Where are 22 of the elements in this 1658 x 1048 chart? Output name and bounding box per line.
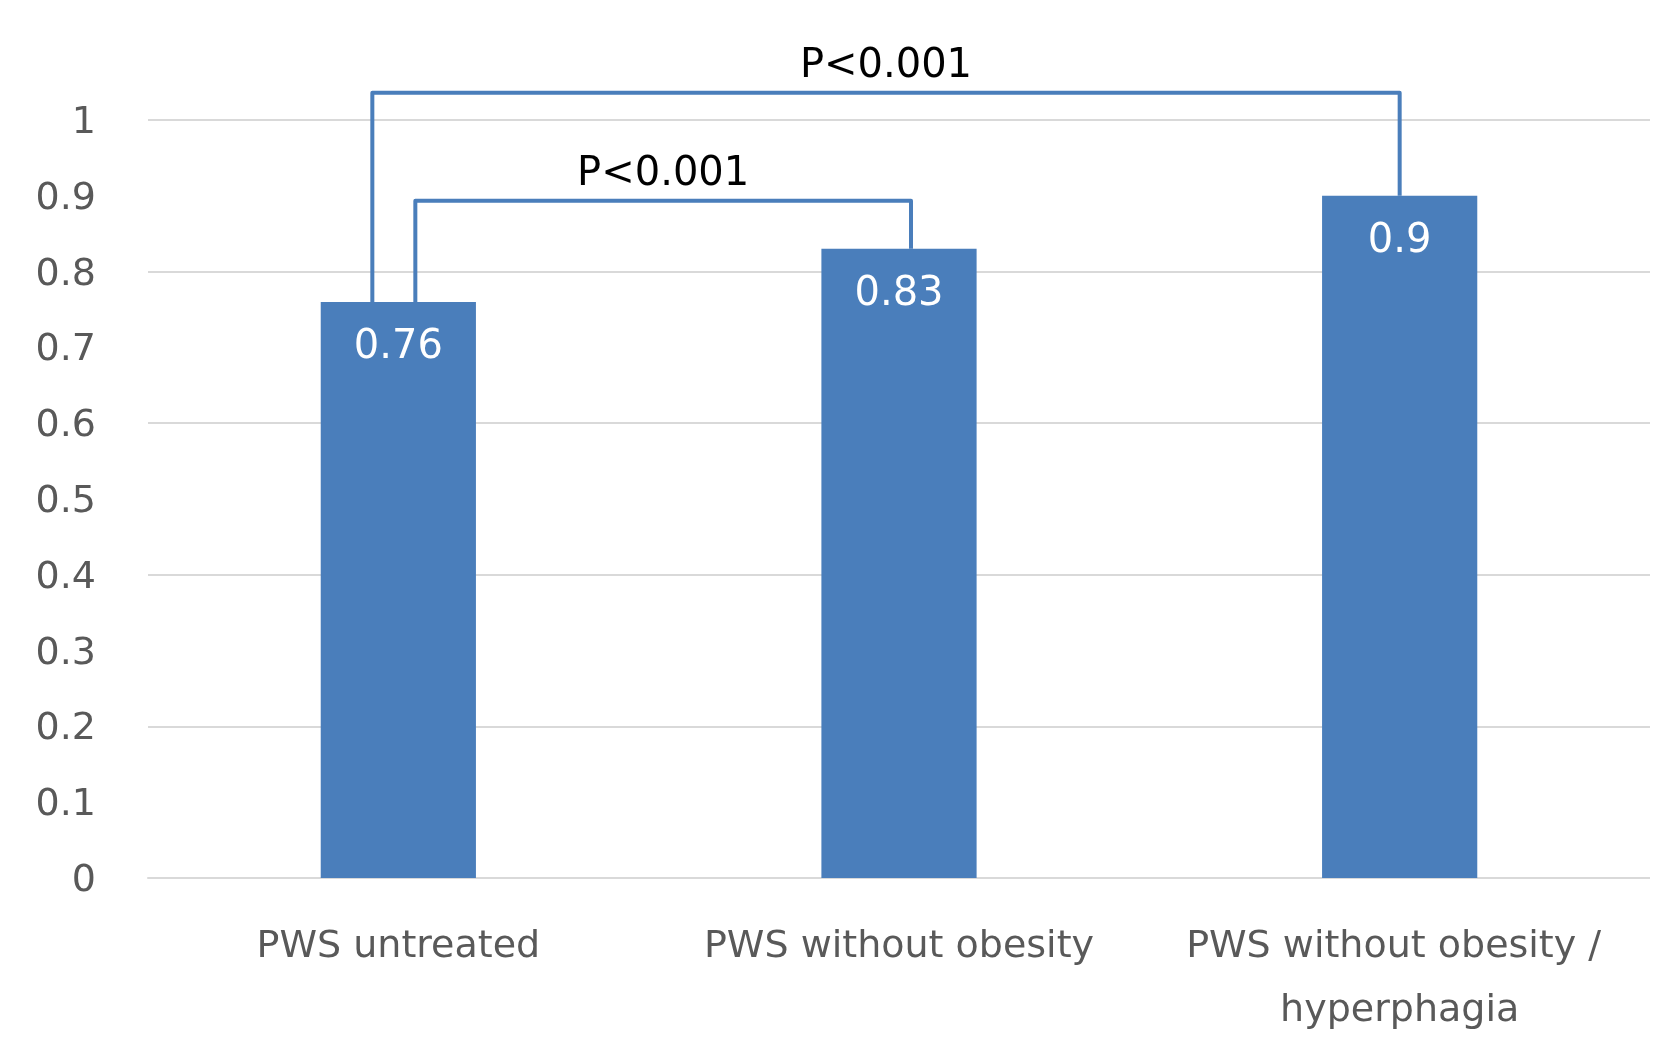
x-tick-label: PWS without obesity xyxy=(703,922,1095,966)
text: P<0.001 xyxy=(799,39,973,86)
y-tick-label: 0.5 xyxy=(35,477,96,521)
bar xyxy=(320,301,476,878)
data-label: 0.9 xyxy=(1367,214,1432,261)
data-label: 0.83 xyxy=(854,267,944,314)
y-tick-label: 0.3 xyxy=(35,628,96,673)
bar xyxy=(821,248,977,878)
annotation: P<0.001 xyxy=(577,147,750,194)
y-tick-label: 0.1 xyxy=(35,780,96,825)
x-tick-label: PWS untreated xyxy=(256,922,541,966)
y-tick-label: 0 xyxy=(71,856,96,900)
y-tick-label: 1 xyxy=(71,98,96,142)
x-tick-label: PWS without obesity / hyperphagia xyxy=(1186,922,1614,1030)
y-tick-label: 0.7 xyxy=(35,325,96,370)
y-tick-label: 0.4 xyxy=(35,552,96,597)
data-label: 0.76 xyxy=(353,320,443,367)
y-tick-label: 0.6 xyxy=(35,401,96,446)
bar xyxy=(1322,195,1478,878)
y-tick-label: 0.2 xyxy=(35,704,96,749)
y-tick-label: 0.8 xyxy=(35,249,96,294)
y-tick-label: 0.9 xyxy=(35,173,96,218)
